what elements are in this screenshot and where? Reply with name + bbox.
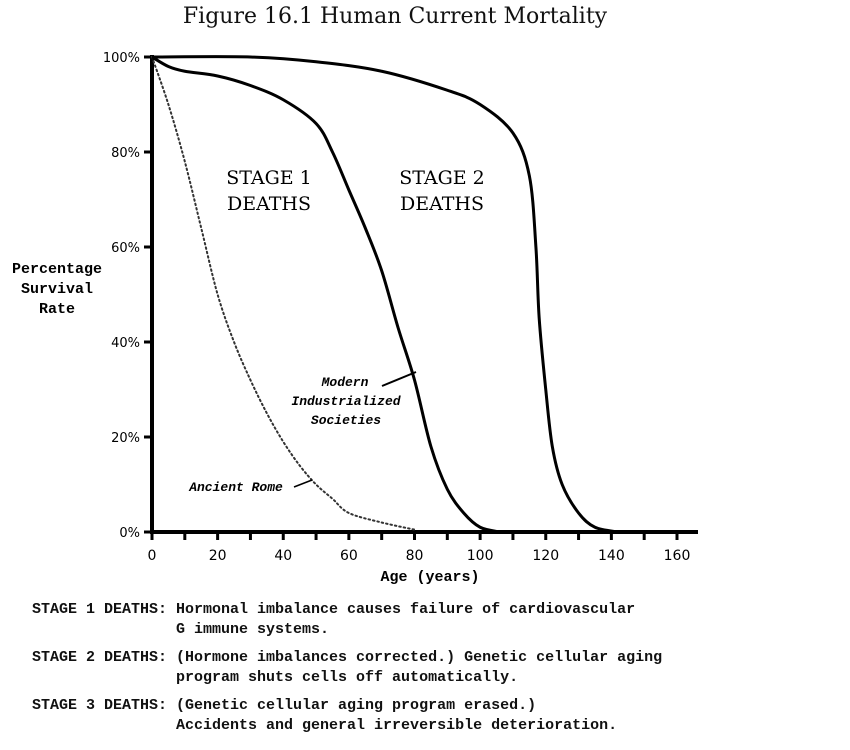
y-tick-label: 100% [103,51,140,66]
y-tick-label: 80% [111,146,140,161]
x-tick-label: 120 [532,548,559,564]
x-tick-label: 0 [148,548,157,564]
x-tick-label: 40 [274,548,292,564]
series-line-2 [151,55,619,534]
stage2-label: DEATHS [400,193,484,215]
stage1-label: STAGE 1 [226,167,312,189]
x-tick-label: 140 [598,548,625,564]
modern-label: Societies [311,413,381,428]
stage1-label: DEATHS [227,193,311,215]
stage-note: STAGE 1 DEATHS: Hormonal imbalance cause… [32,601,636,638]
rome-label: Ancient Rome [188,480,283,495]
rome-pointer [293,479,313,488]
stage2-label: STAGE 2 [399,167,485,189]
x-tick-label: 20 [209,548,227,564]
chart-title: Figure 16.1 Human Current Mortality [182,4,608,29]
series-line-0 [151,56,416,531]
y-tick-label: 60% [111,241,140,256]
series-line-1 [151,55,501,534]
x-tick-label: 60 [340,548,358,564]
mortality-chart: 0 20 40 60 80 100 120 140 160 0% 20% 40% 60% 80% 100% A… [12,51,698,586]
x-tick-label: 160 [664,548,691,564]
stage-note: STAGE 3 DEATHS: (Genetic cellular aging … [32,697,618,734]
x-axis-label: Age (years) [380,569,479,586]
y-axis-label: Rate [39,301,75,318]
y-tick-label: 0% [119,526,140,541]
y-axis-label: Percentage [12,261,102,278]
modern-pointer [381,371,417,387]
stage-note: STAGE 2 DEATHS: (Hormone imbalances corr… [32,649,663,686]
y-axis-label: Survival [21,281,93,298]
y-tick-label: 20% [111,431,140,446]
modern-label: Modern [321,375,369,390]
x-tick-label: 80 [406,548,424,564]
x-tick-label: 100 [467,548,494,564]
y-tick-label: 40% [111,336,140,351]
modern-label: Industrialized [291,394,401,409]
